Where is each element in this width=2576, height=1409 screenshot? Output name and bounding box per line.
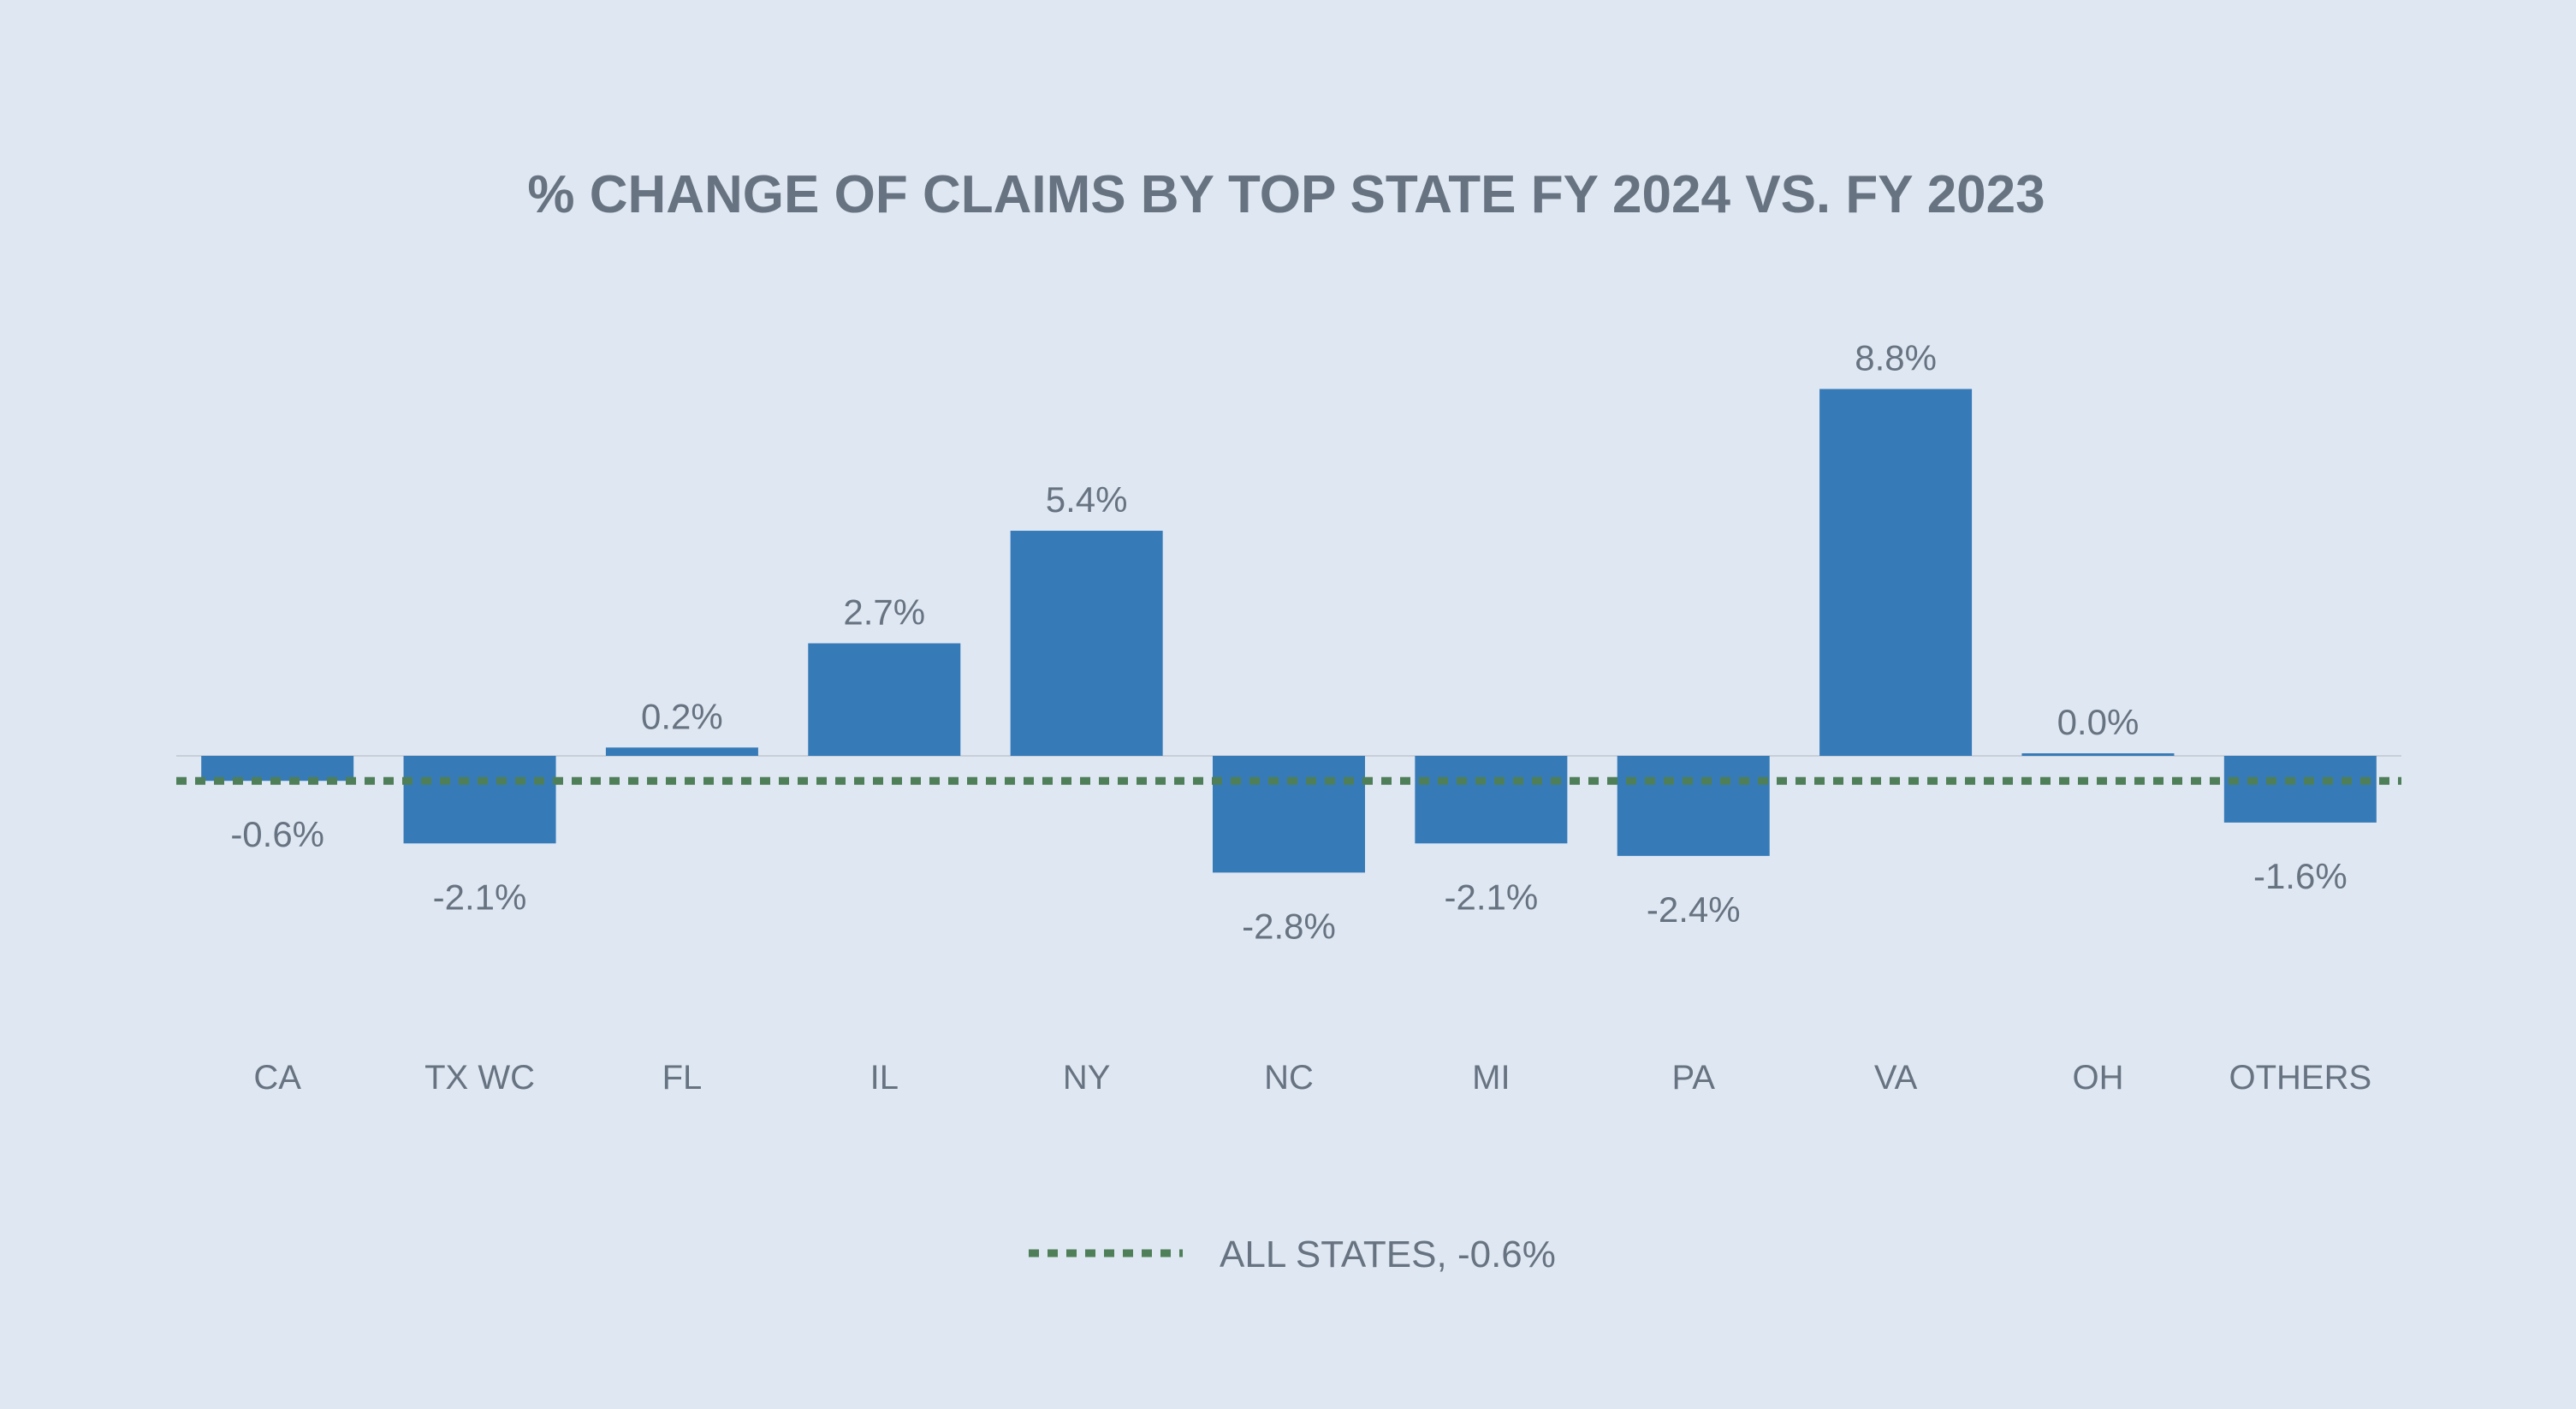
category-labels-group: CA TX WC FL IL NY NC MI PA VA OH OTHERS — [253, 1059, 2371, 1097]
bar-ny — [1010, 531, 1163, 756]
value-label: -1.6% — [2253, 856, 2347, 896]
category-label: MI — [1472, 1059, 1510, 1097]
category-label: IL — [870, 1059, 899, 1097]
value-label: -2.1% — [1445, 877, 1539, 917]
value-label: -2.8% — [1242, 906, 1336, 946]
bar-mi — [1415, 756, 1568, 844]
category-label: OH — [2072, 1059, 2123, 1097]
bar-nc — [1213, 756, 1365, 873]
category-label: OTHERS — [2229, 1059, 2371, 1097]
bar-il — [808, 643, 961, 756]
value-label: -0.6% — [230, 814, 324, 854]
bar-fl — [605, 747, 758, 756]
category-label: FL — [662, 1059, 703, 1097]
category-label: NY — [1063, 1059, 1111, 1097]
bar-va — [1819, 389, 1973, 756]
value-label: 0.0% — [2057, 702, 2140, 742]
legend-label: ALL STATES, -0.6% — [1220, 1234, 1556, 1275]
value-label: -2.1% — [433, 877, 527, 917]
value-label: 8.8% — [1855, 337, 1937, 378]
value-label: -2.4% — [1647, 889, 1741, 930]
bar-tx-wc — [403, 756, 556, 844]
category-label: PA — [1672, 1059, 1716, 1097]
value-label: 5.4% — [1046, 479, 1128, 520]
value-label: 2.7% — [843, 592, 925, 633]
chart-title: % CHANGE OF CLAIMS BY TOP STATE FY 2024 … — [527, 165, 2045, 224]
bar-others — [2223, 756, 2377, 823]
category-label: CA — [253, 1059, 301, 1097]
category-label: TX WC — [424, 1059, 535, 1097]
category-label: NC — [1264, 1059, 1314, 1097]
bar-pa — [1617, 756, 1770, 856]
value-labels-group: -0.6% -2.1% 0.2% 2.7% 5.4% -2.8% -2.1% -2.4% 8.8… — [230, 337, 2347, 946]
legend: ALL STATES, -0.6% — [1029, 1234, 1556, 1275]
category-label: VA — [1874, 1059, 1918, 1097]
bar-ca — [201, 756, 354, 782]
value-label: 0.2% — [641, 696, 723, 736]
bars-group — [201, 389, 2377, 873]
bar-oh — [2021, 753, 2175, 756]
